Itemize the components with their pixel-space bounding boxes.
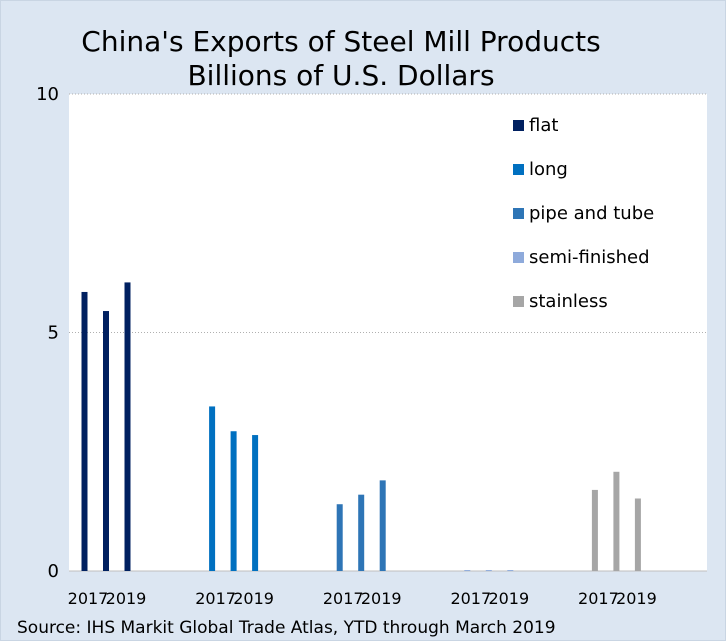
legend-swatch-pipe-and-tube (513, 208, 524, 219)
x-tick-label-flat-first: 2017 (68, 589, 109, 608)
x-tick-label-semi-finished-last: 2019 (488, 589, 529, 608)
x-tick-label-pipe-and-tube-last: 2019 (361, 589, 402, 608)
y-tick-label-5: 5 (48, 323, 59, 344)
legend-label-semi-finished: semi-finished (529, 247, 650, 268)
legend-label-stainless: stainless (529, 291, 608, 312)
x-tick-label-long-first: 2017 (195, 589, 236, 608)
bar-long-2017 (209, 406, 216, 571)
bar-semi-finished-2018 (485, 570, 492, 572)
legend-label-flat: flat (529, 115, 558, 136)
legend-swatch-long (513, 164, 524, 175)
bar-pipe-and-tube-2018 (358, 494, 365, 571)
x-tick-label-stainless-last: 2019 (616, 589, 657, 608)
bar-pipe-and-tube-2019 (379, 480, 386, 571)
x-tick-label-long-last: 2019 (233, 589, 274, 608)
legend-label-long: long (529, 159, 568, 180)
source-note: Source: IHS Markit Global Trade Atlas, Y… (17, 618, 556, 638)
chart-title-line-1: China's Exports of Steel Mill Products (81, 25, 601, 58)
bar-stainless-2019 (634, 498, 641, 571)
chart-title: China's Exports of Steel Mill Products B… (61, 25, 621, 93)
bar-flat-2018 (103, 311, 109, 571)
x-tick-label-flat-last: 2019 (106, 589, 147, 608)
bar-flat-2019 (124, 282, 131, 571)
x-tick-label-semi-finished-first: 2017 (450, 589, 491, 608)
legend-swatch-stainless (513, 296, 524, 307)
bar-pipe-and-tube-2017 (336, 504, 343, 571)
chart-title-line-2: Billions of U.S. Dollars (187, 59, 495, 92)
y-tick-label-10: 10 (36, 84, 59, 105)
legend-label-pipe-and-tube: pipe and tube (529, 203, 654, 224)
bar-semi-finished-2017 (464, 570, 471, 572)
x-tick-label-pipe-and-tube-first: 2017 (323, 589, 364, 608)
legend-swatch-flat (513, 120, 524, 131)
y-tick-label-0: 0 (48, 561, 59, 582)
bar-stainless-2018 (613, 471, 620, 571)
legend-swatch-semi-finished (513, 252, 524, 263)
bar-flat-2017 (81, 291, 88, 571)
x-tick-label-stainless-first: 2017 (578, 589, 619, 608)
bar-semi-finished-2019 (507, 570, 514, 572)
bar-stainless-2017 (591, 489, 598, 571)
bar-long-2018 (230, 431, 237, 571)
bar-long-2019 (252, 435, 259, 571)
